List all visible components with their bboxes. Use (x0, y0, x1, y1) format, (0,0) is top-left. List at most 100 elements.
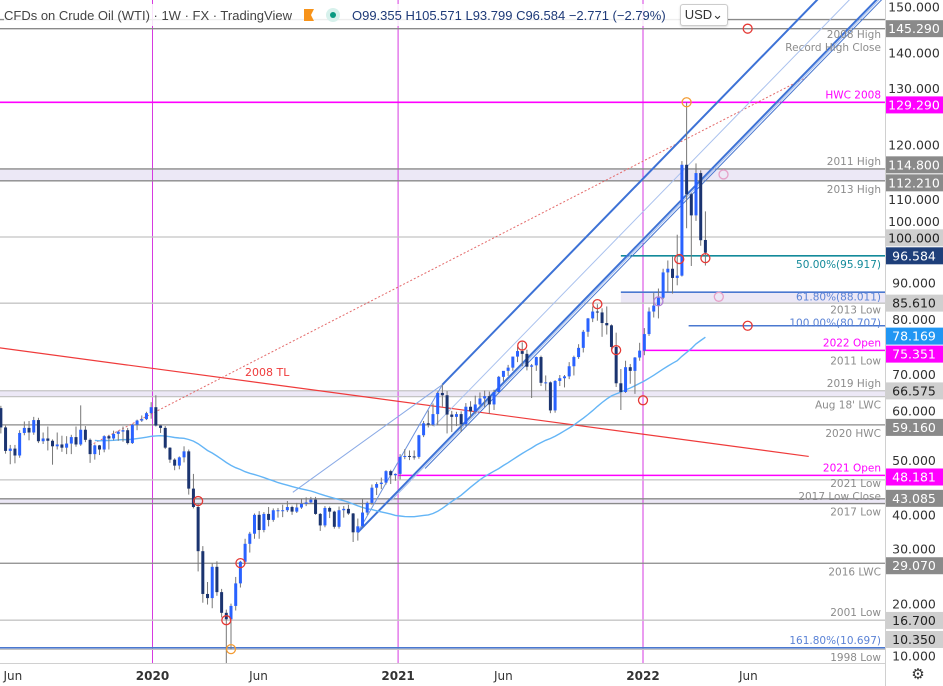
level-label: HWC 2008 (825, 89, 881, 101)
pivot-marker (221, 615, 232, 626)
candle-body (407, 455, 411, 457)
candle-body (661, 272, 665, 298)
candle-body (18, 432, 22, 456)
candle-body (314, 499, 318, 514)
price-label-box (886, 631, 943, 649)
pitchfork-upper-quarter-line (433, 0, 850, 427)
candle-body (605, 323, 609, 326)
candle-body (577, 347, 581, 358)
price-tick-label: 10.000 (892, 649, 936, 664)
level-label: 100.00%(80.707) (789, 318, 881, 330)
candle-body (403, 455, 407, 457)
currency-dropdown[interactable]: USD⌄ (679, 4, 729, 26)
candle-body (332, 511, 336, 527)
price-label-text: 75.351 (892, 347, 936, 362)
candle-body (243, 543, 247, 562)
time-axis[interactable]: Jun 2020 Jun 2021 Jun 2022 Jun (3, 669, 758, 683)
candle-body (88, 439, 92, 455)
candle-body (671, 268, 675, 278)
candle-body (46, 438, 50, 441)
candle-body (22, 427, 26, 433)
candle-body (163, 427, 167, 448)
year-separators (151, 0, 644, 663)
level-label: 2020 HWC (825, 428, 881, 440)
candle-body (379, 482, 383, 485)
candle-body (647, 311, 651, 335)
symbol-title[interactable]: CFDs on Crude Oil (WTI) · 1W · FX · Trad… (4, 7, 292, 23)
candle-body (135, 420, 139, 425)
candle-body (295, 507, 299, 512)
candle-body (290, 507, 294, 512)
candle-body (281, 510, 285, 512)
pivot-marker (592, 299, 603, 310)
pivot-marker (742, 23, 753, 34)
candle-body (121, 430, 125, 432)
pivot-marker (742, 320, 753, 331)
gear-icon[interactable]: ⚙ (911, 666, 925, 683)
price-label-box (886, 294, 943, 312)
candle-body (666, 268, 670, 273)
candle-body (689, 194, 693, 216)
price-label-box (886, 327, 943, 345)
level-label: 2011 Low (830, 355, 881, 367)
level-label: 2021 Open (823, 462, 881, 474)
level-band (0, 498, 885, 504)
candle-body (581, 331, 585, 348)
candle-body (628, 367, 632, 371)
candle-body (210, 566, 214, 599)
level-label: 2019 High (827, 378, 881, 390)
pivot-marker (637, 395, 649, 406)
price-label-box (886, 418, 943, 436)
price-label-text: 85.610 (892, 296, 936, 311)
candle-body (196, 507, 200, 552)
level-label: 161.80%(10.697) (789, 635, 881, 647)
price-tick-label: 120.000 (888, 138, 940, 153)
candle-body (685, 164, 689, 195)
price-label-box (886, 156, 943, 174)
pivot-marker (225, 644, 237, 655)
candle-body (422, 423, 426, 436)
candle-body (276, 510, 280, 512)
candle-body (562, 376, 566, 379)
candle-body (694, 173, 698, 216)
level-label: 2021 Low (830, 478, 881, 490)
candle-body (60, 444, 64, 448)
markers (192, 23, 753, 655)
candle-body (469, 406, 473, 412)
candle-body (572, 357, 576, 367)
candle-body (36, 420, 40, 442)
ohlc-values: O99.355 H105.571 L93.799 C96.584 −2.771 … (351, 7, 666, 23)
price-tick-label: 140.000 (888, 46, 940, 61)
candle-body (492, 392, 496, 405)
candle-body (65, 443, 69, 448)
candle-body (450, 414, 454, 417)
candle-body (501, 370, 505, 377)
pivot-marker (713, 291, 724, 302)
candle-body (520, 351, 524, 354)
flag-icon[interactable] (303, 9, 314, 21)
candle-body (271, 510, 275, 520)
candle-body (351, 513, 355, 533)
candle-body (177, 457, 181, 466)
candle-body (116, 431, 120, 434)
candle-body (248, 533, 252, 544)
level-label: 2011 High (827, 156, 881, 168)
price-label-box (886, 20, 943, 38)
candle-body (511, 356, 515, 368)
candle-body (201, 551, 205, 594)
level-label: 61.80%(88.011) (796, 292, 881, 304)
candle-body (51, 440, 55, 447)
candle-body (168, 447, 172, 460)
price-label-box (886, 489, 943, 507)
time-tick-label: Jun (493, 669, 513, 683)
candle-body (534, 357, 538, 366)
level-label: Aug 18' LWC (815, 400, 881, 412)
price-label-text: 59.160 (892, 420, 936, 435)
level-label: 2008 High (827, 29, 881, 41)
time-tick-label: 2022 (626, 669, 659, 683)
candle-body (393, 473, 397, 476)
level-label: 2013 Low (830, 305, 881, 317)
